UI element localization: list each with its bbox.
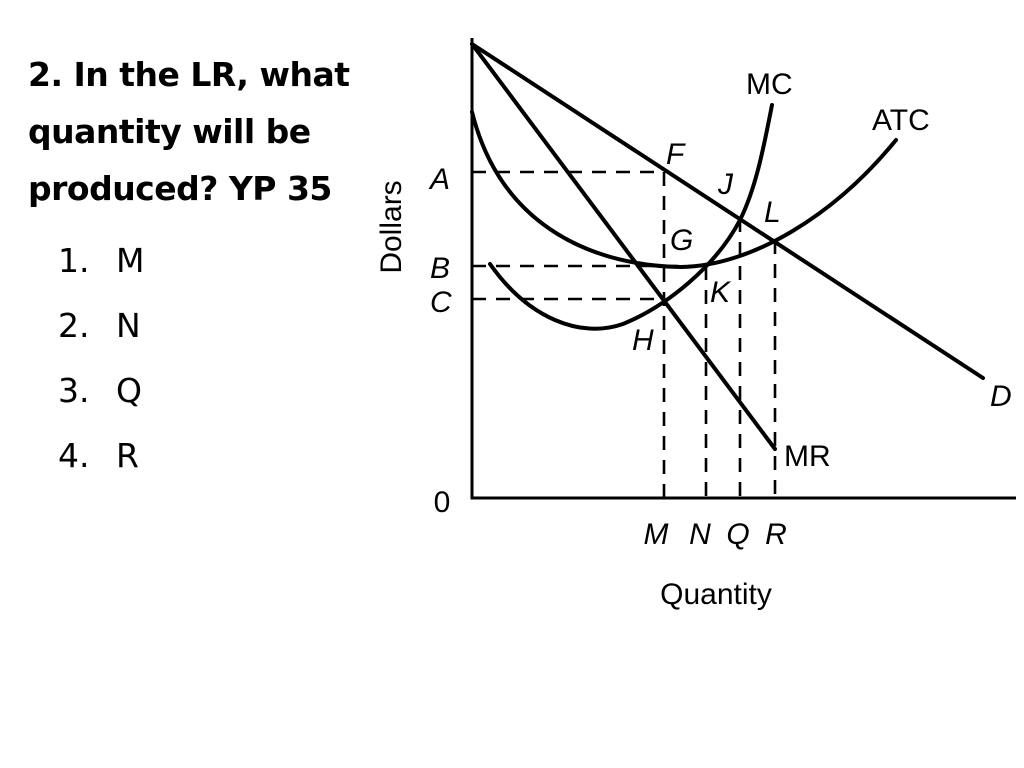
axes xyxy=(470,38,1016,500)
option-number: 1. xyxy=(58,241,90,280)
curve-label-mr: MR xyxy=(784,440,831,473)
x-axis-label: Quantity xyxy=(660,578,772,611)
question-line: produced? YP 35 xyxy=(28,169,332,208)
price-label-c: C xyxy=(430,286,452,319)
demand-curve xyxy=(470,42,985,380)
point-label-f: F xyxy=(666,138,686,171)
point-label-l: L xyxy=(764,196,781,229)
option-number: 2. xyxy=(58,306,90,345)
option-label: M xyxy=(116,241,145,280)
option-number: 4. xyxy=(58,436,90,475)
price-label-a: A xyxy=(428,163,450,196)
answer-option[interactable]: 1. M xyxy=(58,228,144,293)
option-label: R xyxy=(116,436,139,475)
answer-options: 1. M 2. N 3. Q 4. R xyxy=(58,228,144,488)
point-label-k: K xyxy=(710,276,732,309)
option-number: 3. xyxy=(58,371,90,410)
question-text: 2. In the LR, what quantity will be prod… xyxy=(28,46,373,217)
option-label: N xyxy=(116,306,141,345)
curve-label-atc: ATC xyxy=(872,104,930,137)
quantity-label-n: N xyxy=(689,518,711,551)
quantity-label-r: R xyxy=(765,518,787,551)
marginal-revenue-curve xyxy=(470,42,777,451)
curve-label-mc: MC xyxy=(746,68,793,101)
y-axis-label: Dollars xyxy=(375,180,408,273)
option-label: Q xyxy=(116,371,142,410)
answer-option[interactable]: 3. Q xyxy=(58,358,144,423)
quantity-label-m: M xyxy=(644,518,669,551)
answer-option[interactable]: 4. R xyxy=(58,423,144,488)
question-line: quantity will be xyxy=(28,112,311,151)
point-label-g: G xyxy=(670,224,693,257)
question-line: 2. In the LR, what xyxy=(28,55,350,94)
curve-label-d: D xyxy=(990,380,1012,413)
point-label-j: J xyxy=(717,168,734,201)
answer-option[interactable]: 2. N xyxy=(58,293,144,358)
average-total-cost-curve xyxy=(470,110,898,270)
price-label-b: B xyxy=(430,252,450,285)
marginal-cost-curve xyxy=(488,103,774,331)
dashed-guides xyxy=(472,170,777,498)
origin-label: 0 xyxy=(434,486,451,519)
quantity-label-q: Q xyxy=(726,518,749,551)
point-label-h: H xyxy=(632,324,654,357)
